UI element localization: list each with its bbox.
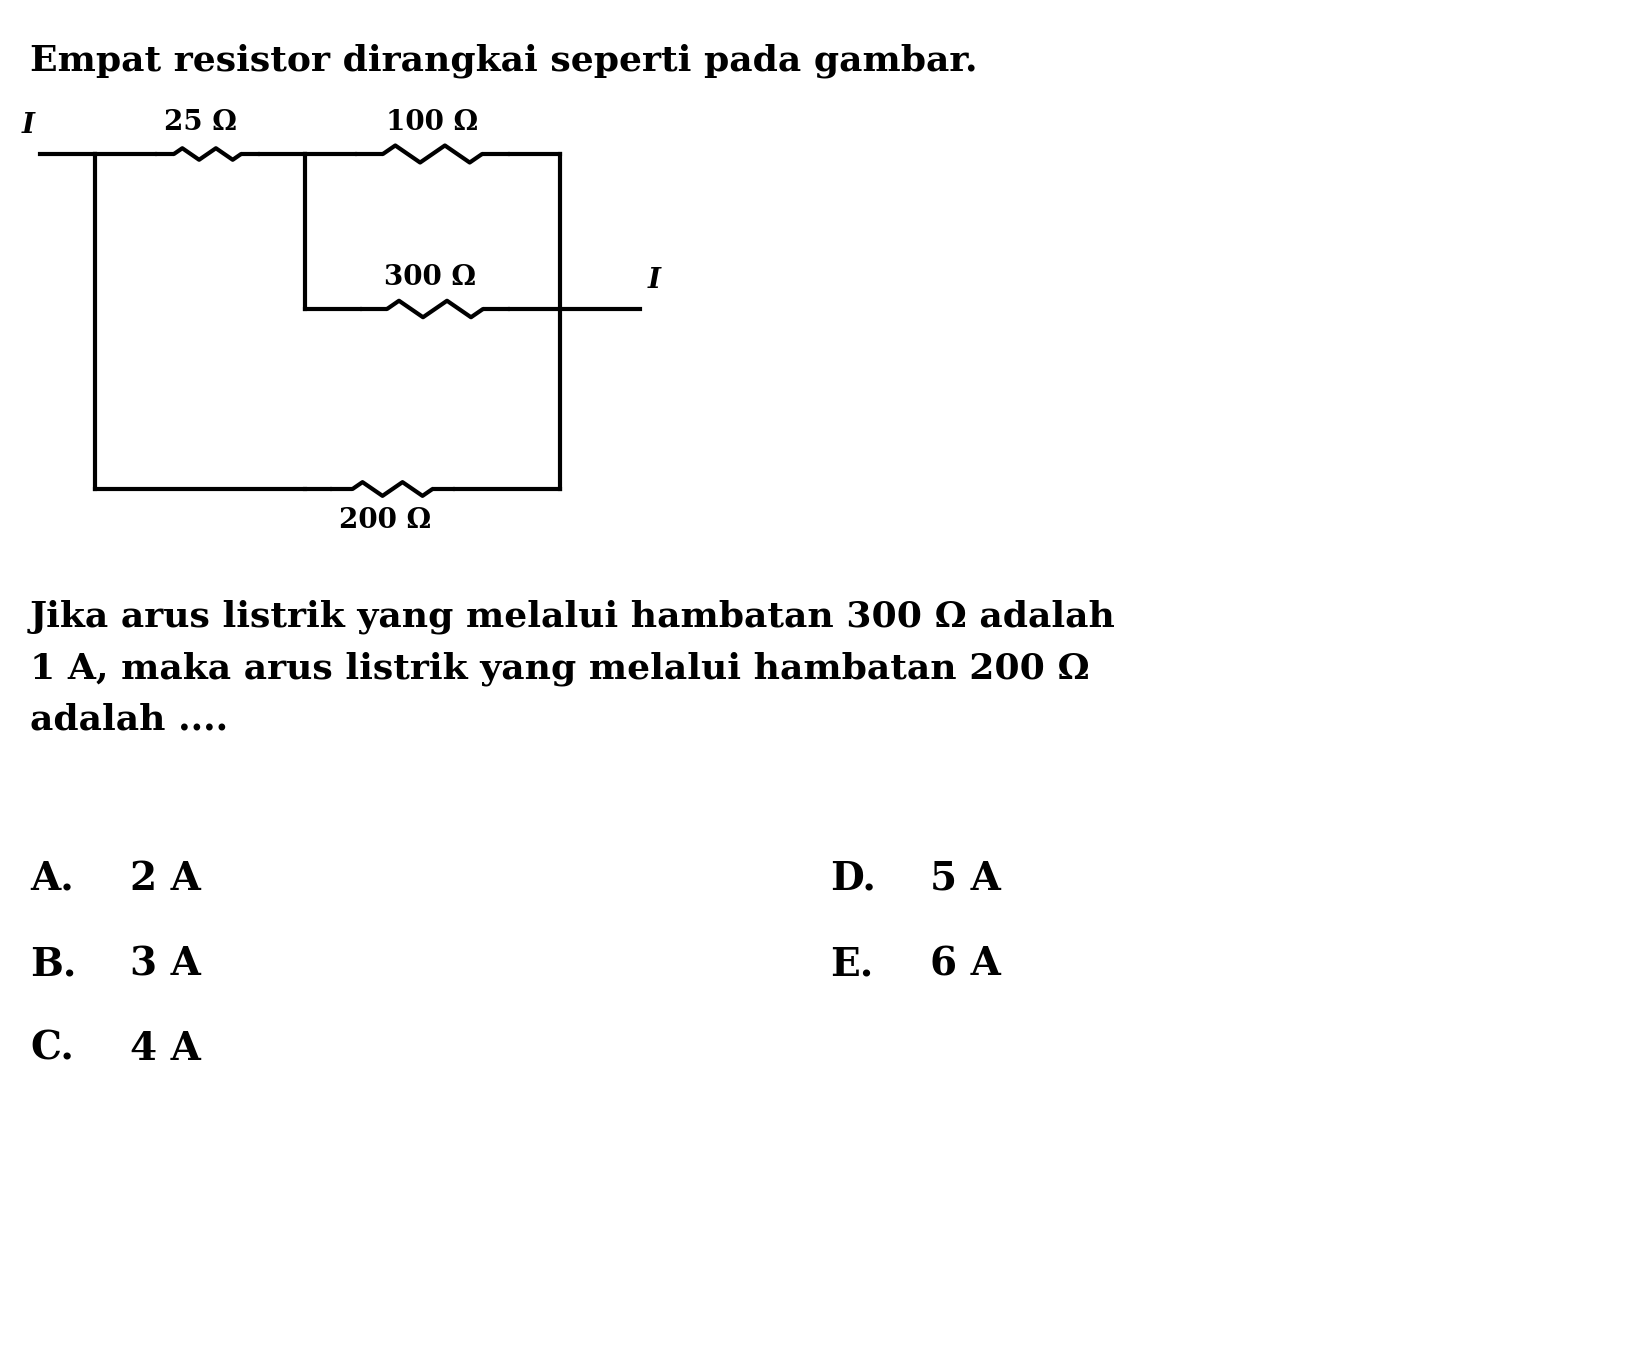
Text: B.: B. xyxy=(29,946,76,983)
Text: I: I xyxy=(648,267,661,294)
Text: 1 A, maka arus listrik yang melalui hambatan 200 Ω: 1 A, maka arus listrik yang melalui hamb… xyxy=(29,652,1090,685)
Text: Jika arus listrik yang melalui hambatan 300 Ω adalah: Jika arus listrik yang melalui hambatan … xyxy=(29,599,1116,634)
Text: 100 Ω: 100 Ω xyxy=(386,109,478,136)
Text: 6 A: 6 A xyxy=(931,946,1001,983)
Text: Empat resistor dirangkai seperti pada gambar.: Empat resistor dirangkai seperti pada ga… xyxy=(29,45,978,78)
Text: C.: C. xyxy=(29,1031,73,1068)
Text: 2 A: 2 A xyxy=(130,861,200,898)
Text: 200 Ω: 200 Ω xyxy=(338,507,431,534)
Text: 300 Ω: 300 Ω xyxy=(384,264,477,291)
Text: A.: A. xyxy=(29,861,73,898)
Text: 25 Ω: 25 Ω xyxy=(164,109,236,136)
Text: D.: D. xyxy=(830,861,875,898)
Text: I: I xyxy=(23,112,36,139)
Text: 4 A: 4 A xyxy=(130,1031,200,1068)
Text: adalah ....: adalah .... xyxy=(29,703,228,737)
Text: E.: E. xyxy=(830,946,874,983)
Text: 3 A: 3 A xyxy=(130,946,200,983)
Text: 5 A: 5 A xyxy=(931,861,1001,898)
